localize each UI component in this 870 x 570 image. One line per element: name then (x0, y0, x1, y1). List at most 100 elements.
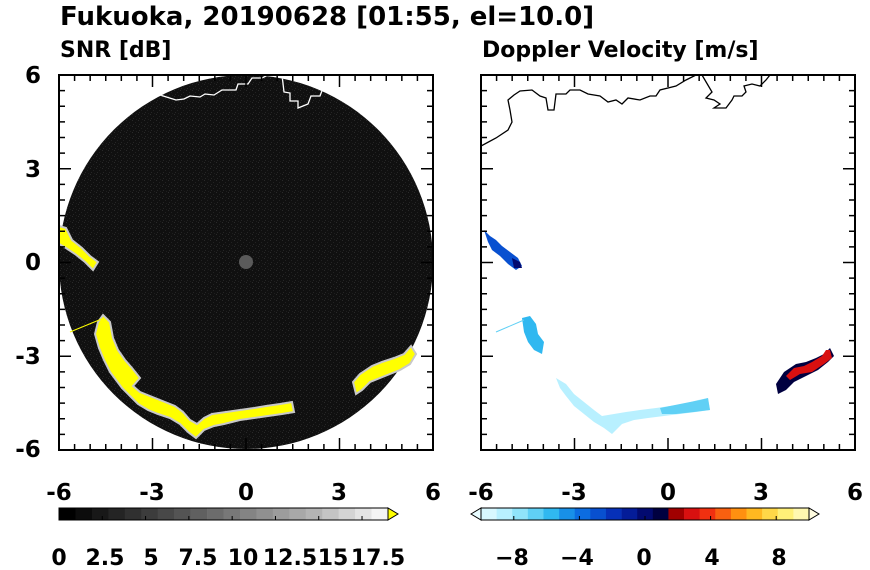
colorbar-extend-high (387, 507, 399, 521)
colorbar-swatch (684, 508, 700, 520)
x-tick-label: 6 (847, 480, 863, 506)
y-tick-label: 0 (25, 250, 41, 276)
snr-echo-east (351, 344, 418, 396)
colorbar-swatch (223, 508, 241, 520)
colorbar-swatch (559, 508, 576, 520)
snr-panel: SNR [dB] 6 3 0 -3 -6 (15, 38, 441, 570)
colorbar-swatch (574, 508, 591, 520)
x-tick-label: 0 (238, 480, 254, 506)
colorbar-swatch (174, 508, 191, 520)
colorbar-extend-low (470, 507, 482, 521)
colorbar-swatch (239, 508, 257, 520)
colorbar-tick-label: 7.5 (179, 546, 218, 570)
x-tick-label: -6 (468, 480, 494, 506)
colorbar-tick-label: 2.5 (86, 546, 125, 570)
snr-echo-south (93, 313, 296, 440)
doppler-x-tick-labels: -6 -3 0 3 6 (468, 480, 863, 506)
doppler-plot-area (481, 75, 855, 450)
snr-y-tick-labels: 6 3 0 -3 -6 (15, 63, 41, 463)
colorbar-tick-label: −8 (495, 546, 529, 570)
colorbar-swatch (793, 508, 810, 520)
snr-echo-regions (59, 224, 418, 440)
colorbar-swatch (190, 508, 208, 520)
y-tick-label: -3 (15, 344, 41, 370)
x-tick-label: 3 (331, 480, 347, 506)
colorbar-swatch (91, 508, 109, 520)
y-tick-label: 3 (25, 157, 41, 183)
colorbar-swatch (715, 508, 732, 520)
colorbar-extend-high (808, 507, 820, 521)
colorbar-swatch (590, 508, 607, 520)
colorbar-swatch (108, 508, 126, 520)
y-tick-label: 6 (25, 63, 41, 89)
colorbar-tick-label: 5 (143, 546, 158, 570)
colorbar-tick-label: 12.5 (263, 546, 317, 570)
doppler-coastline (481, 75, 771, 147)
colorbar-swatch (75, 508, 93, 520)
doppler-panel-title: Doppler Velocity [m/s] (482, 38, 759, 63)
colorbar-swatch (355, 508, 372, 520)
colorbar-swatch (699, 508, 716, 520)
snr-plot-area (59, 75, 433, 450)
x-tick-label: -3 (139, 480, 165, 506)
colorbar-swatch (124, 508, 142, 520)
doppler-echo-mid (522, 316, 544, 354)
colorbar-swatch (338, 508, 356, 520)
colorbar-swatch (481, 508, 497, 520)
colorbar-swatch (543, 508, 560, 520)
doppler-colorbar-labels: −8 −4 0 4 8 (495, 546, 787, 570)
colorbar-tick-label: −4 (560, 546, 594, 570)
colorbar-swatch (652, 508, 669, 520)
snr-axis-ticks (58, 74, 434, 451)
y-tick-label: -6 (15, 437, 41, 463)
colorbar-swatch (496, 508, 513, 520)
doppler-axis-ticks (480, 74, 856, 451)
colorbar-swatch (527, 508, 544, 520)
snr-panel-title: SNR [dB] (60, 38, 171, 63)
snr-x-tick-labels: -6 -3 0 3 6 (46, 480, 441, 506)
doppler-echo-south (556, 378, 710, 434)
colorbar-tick-label: 4 (704, 546, 719, 570)
colorbar-swatch (746, 508, 763, 520)
doppler-echo-south-core (660, 398, 710, 414)
x-tick-label: 0 (660, 480, 676, 506)
colorbar-tick-label: 10 (228, 546, 259, 570)
colorbar-swatch (59, 508, 76, 520)
colorbar-tick-label: 0 (51, 546, 66, 570)
figure-title: Fukuoka, 20190628 [01:55, el=10.0] (60, 2, 594, 32)
colorbar-tick-label: 15 (318, 546, 349, 570)
colorbar-tick-label: 0 (636, 546, 651, 570)
colorbar-swatch (141, 508, 158, 520)
colorbar-outline (58, 507, 389, 521)
colorbar-swatch (762, 508, 779, 520)
colorbar-swatch (777, 508, 794, 520)
x-tick-label: 3 (753, 480, 769, 506)
x-tick-label: 6 (425, 480, 441, 506)
doppler-echo-west-tail (512, 258, 522, 268)
snr-radar-center (239, 255, 253, 269)
x-tick-label: -3 (561, 480, 587, 506)
x-tick-label: -6 (46, 480, 72, 506)
colorbar-swatch (157, 508, 175, 520)
snr-colorbar-labels: 0 2.5 5 7.5 10 12.5 15 17.5 (51, 546, 405, 570)
doppler-colorbar (470, 507, 820, 521)
colorbar-swatch (605, 508, 622, 520)
colorbar-swatch (730, 508, 747, 520)
colorbar-tick-label: 8 (771, 546, 786, 570)
doppler-panel: Doppler Velocity [m/s] -6 -3 0 3 6 (468, 38, 863, 570)
colorbar-swatch (289, 508, 307, 520)
doppler-echo-east-positive (786, 350, 832, 380)
colorbar-swatch (256, 508, 274, 520)
colorbar-swatch (305, 508, 323, 520)
colorbar-swatch (512, 508, 529, 520)
colorbar-swatch (207, 508, 224, 520)
colorbar-swatch (668, 508, 685, 520)
colorbar-swatch (272, 508, 290, 520)
colorbar-swatch (637, 508, 654, 520)
colorbar-swatch (371, 508, 389, 520)
colorbar-tick-label: 17.5 (351, 546, 405, 570)
colorbar-swatch (322, 508, 339, 520)
colorbar-swatch (621, 508, 638, 520)
snr-colorbar (58, 507, 399, 521)
